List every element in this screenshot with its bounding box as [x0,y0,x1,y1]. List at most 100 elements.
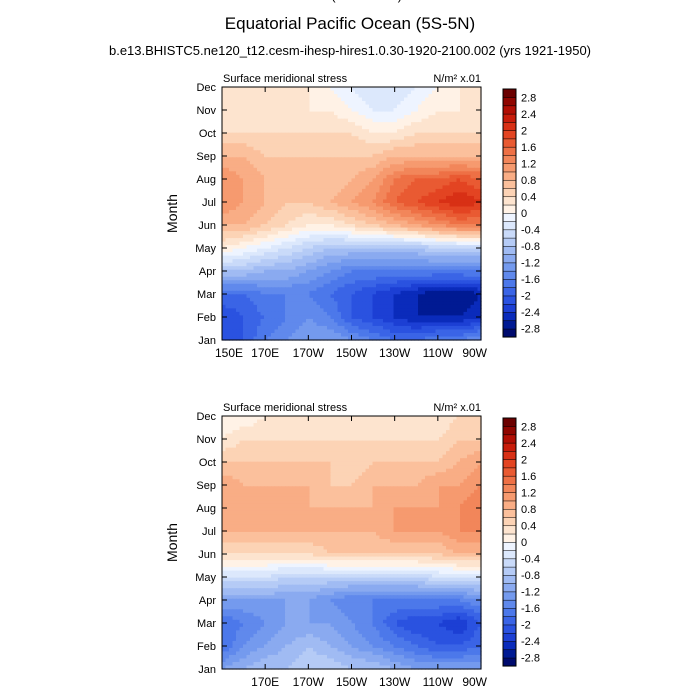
contour-cell [372,224,377,229]
contour-cell [316,90,321,95]
contour-cell [428,178,433,183]
contour-cell [341,192,346,197]
contour-cell [362,111,367,116]
contour-cell [320,129,325,134]
contour-cell [467,90,472,95]
contour-cell [267,111,272,116]
contour-cell [474,122,479,127]
contour-cell [232,118,237,123]
contour-cell [428,143,433,148]
contour-cell [477,287,482,292]
contour-cell [299,308,304,313]
contour-cell [344,139,349,144]
contour-cell [320,150,325,155]
contour-cell [229,245,234,250]
contour-cell [358,143,363,148]
contour-cell [421,139,426,144]
contour-cell [435,224,440,229]
contour-cell [344,87,349,92]
contour-cell [253,209,258,215]
contour-cell [229,315,234,320]
contour-cell [271,192,276,197]
contour-cell [285,318,290,324]
contour-cell [400,125,405,130]
contour-cell [285,195,290,201]
contour-cell [330,276,335,281]
contour-cell [442,146,447,151]
contour-field [222,87,482,341]
contour-cell [243,315,248,320]
contour-cell [453,136,458,141]
contour-cell [376,315,381,320]
contour-cell [274,122,279,127]
contour-cell [285,167,290,172]
contour-cell [260,90,265,95]
contour-cell [323,111,328,116]
contour-cell [369,94,374,99]
contour-cell [260,259,265,264]
contour-cell [372,108,377,113]
contour-cell [253,213,258,218]
contour-cell [449,262,454,267]
contour-cell [435,245,440,250]
contour-cell [358,245,363,250]
contour-cell [456,301,461,306]
contour-cell [414,129,419,134]
contour-cell [369,136,374,141]
contour-cell [435,104,440,109]
contour-cell [281,217,286,222]
contour-cell [386,220,391,225]
contour-cell [243,273,248,278]
contour-cell [393,97,398,102]
contour-cell [400,276,405,281]
contour-cell [358,248,363,253]
contour-cell [428,94,433,99]
contour-cell [383,280,388,285]
contour-cell [425,188,430,194]
contour-cell [442,255,447,260]
contour-cell [421,202,426,208]
contour-cell [246,87,251,92]
contour-cell [390,199,395,204]
contour-cell [362,311,367,316]
contour-cell [320,202,325,208]
contour-cell [404,238,409,243]
contour-cell [337,171,342,176]
contour-cell [229,238,234,243]
contour-cell [470,108,475,113]
contour-cell [292,206,297,211]
contour-cell [449,97,454,102]
contour-cell [439,171,444,176]
contour-cell [222,220,227,225]
contour-cell [460,276,465,281]
contour-cell [477,171,482,176]
contour-cell [449,104,454,109]
contour-cell [379,160,384,165]
contour-cell [306,269,311,274]
contour-cell [274,276,279,281]
contour-cell [449,217,454,222]
contour-cell [288,238,293,243]
contour-cell [250,318,255,324]
contour-cell [316,209,321,215]
contour-cell [323,153,328,158]
contour-cell [257,136,262,141]
contour-cell [257,209,262,215]
contour-cell [355,104,360,109]
contour-cell [292,143,297,148]
contour-cell [414,115,419,120]
contour-cell [267,241,272,246]
contour-cell [250,136,255,141]
contour-cell [295,202,300,208]
contour-cell [362,213,367,218]
contour-cell [260,262,265,267]
contour-cell [337,185,342,190]
contour-cell [341,241,346,246]
contour-cell [274,115,279,120]
contour-cell [278,294,283,299]
contour-cell [278,174,283,179]
contour-cell [470,192,475,197]
contour-cell [449,136,454,141]
contour-cell [274,90,279,95]
contour-cell [327,206,332,211]
